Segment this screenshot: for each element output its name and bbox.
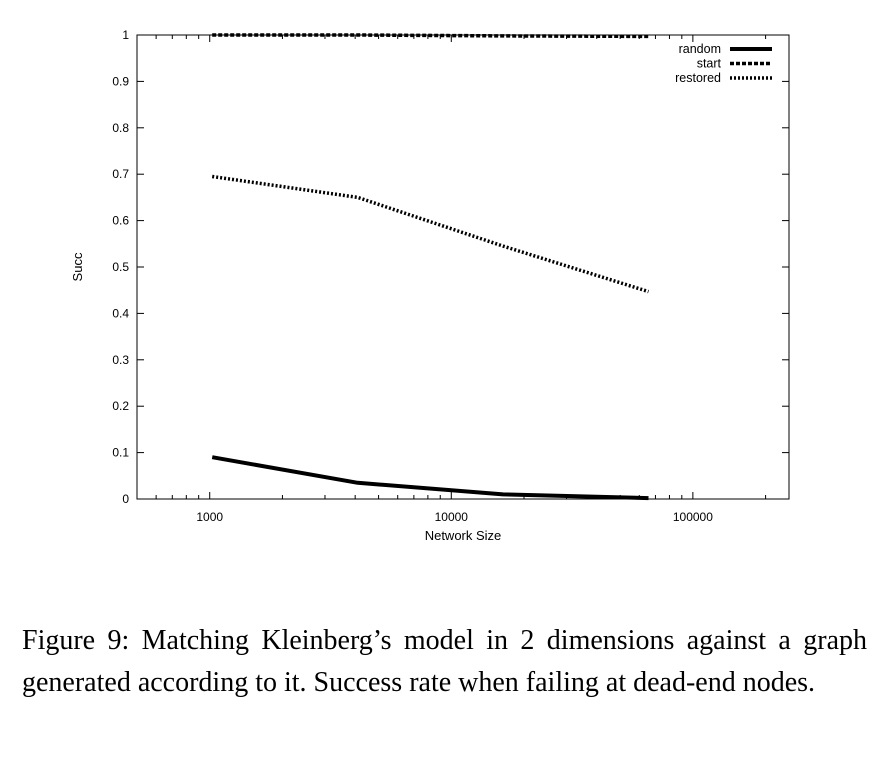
line-chart: 00.10.20.30.40.50.60.70.80.91 1000 10000 1… [70, 28, 790, 543]
x-tick-label: 1000 [196, 510, 223, 524]
figure-caption: Figure 9: Matching Kleinberg’s model in … [22, 625, 867, 698]
y-tick-label: 0.1 [112, 446, 129, 460]
axis-ticks [136, 34, 789, 500]
y-tick-label: 0.4 [112, 306, 129, 320]
y-tick-label: 0.8 [112, 121, 129, 135]
y-tick-label: 0.2 [112, 399, 129, 413]
legend-label-start: start [697, 57, 722, 71]
series-line-restored [211, 174, 650, 294]
legend-label-random: random [679, 42, 721, 56]
y-tick-label: 0.3 [112, 353, 129, 367]
y-tick-label: 0.7 [112, 167, 129, 181]
y-tick-label: 0.9 [112, 74, 129, 88]
y-tick-label: 0.6 [112, 214, 129, 228]
x-axis-title: Network Size [425, 528, 502, 543]
series-lines [211, 33, 650, 501]
y-tick-label: 1 [122, 28, 129, 42]
x-tick-label: 10000 [435, 510, 469, 524]
y-tick-label: 0 [122, 492, 129, 506]
y-tick-labels: 0 0.1 0.2 0.3 0.4 0.5 0.6 0.7 0.8 0.9 1 [112, 28, 129, 506]
series-line-random [211, 455, 649, 501]
plot-frame [136, 34, 790, 500]
series-line-start [212, 33, 649, 39]
x-tick-labels: 1000 10000 100000 [196, 510, 713, 524]
legend-label-restored: restored [675, 71, 721, 85]
x-tick-label: 100000 [673, 510, 713, 524]
y-axis-title: Succ [70, 252, 85, 281]
y-tick-label: 0.5 [112, 260, 129, 274]
